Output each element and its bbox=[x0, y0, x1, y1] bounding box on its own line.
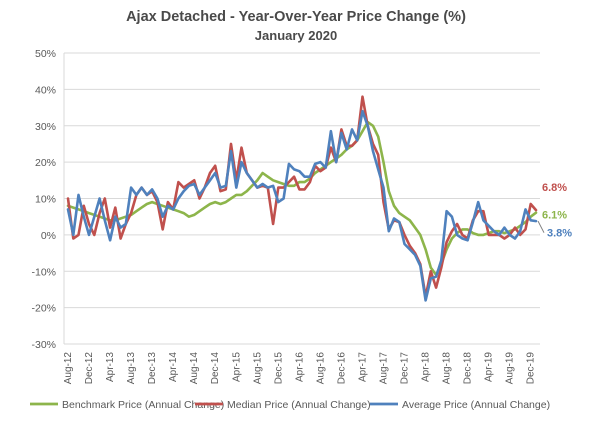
end-value-label: 6.1% bbox=[542, 210, 567, 222]
y-tick-label: -10% bbox=[31, 266, 56, 278]
plot-area bbox=[66, 95, 538, 302]
x-tick-label: Dec-15 bbox=[273, 352, 284, 385]
x-tick-label: Dec-12 bbox=[84, 352, 95, 385]
x-tick-label: Aug-16 bbox=[315, 352, 326, 385]
x-tick-label: Aug-13 bbox=[126, 352, 137, 385]
x-tick-label: Apr-18 bbox=[421, 352, 432, 382]
x-tick-label: Apr-13 bbox=[105, 352, 116, 382]
y-tick-label: 30% bbox=[35, 121, 56, 133]
gridlines bbox=[63, 52, 540, 345]
x-tick-label: Apr-17 bbox=[357, 352, 368, 382]
x-tick-label: Aug-15 bbox=[252, 352, 263, 385]
x-tick-label: Apr-19 bbox=[484, 352, 495, 382]
x-tick-label: Apr-15 bbox=[231, 352, 242, 382]
y-tick-label: -20% bbox=[31, 303, 56, 315]
legend-label: Average Price (Annual Change) bbox=[402, 399, 550, 411]
x-tick-label: Aug-12 bbox=[63, 352, 74, 385]
end-value-labels: 6.8% 6.1% 3.8% bbox=[537, 182, 572, 240]
x-tick-label: Dec-14 bbox=[210, 352, 221, 385]
x-tick-label: Dec-17 bbox=[400, 352, 411, 385]
x-tick-label: Dec-19 bbox=[526, 352, 537, 385]
x-tick-label: Dec-13 bbox=[147, 352, 158, 385]
x-tick-label: Aug-14 bbox=[189, 352, 200, 385]
x-tick-label: Aug-18 bbox=[442, 352, 453, 385]
y-tick-label: 20% bbox=[35, 157, 56, 169]
x-tick-label: Aug-17 bbox=[379, 352, 390, 385]
end-value-label: 6.8% bbox=[542, 182, 567, 194]
chart-title: Ajax Detached - Year-Over-Year Price Cha… bbox=[126, 9, 466, 25]
legend-label: Benchmark Price (Annual Change) bbox=[62, 399, 224, 411]
y-tick-label: 10% bbox=[35, 194, 56, 206]
y-tick-label: 50% bbox=[35, 48, 56, 60]
x-tick-label: Dec-18 bbox=[463, 352, 474, 385]
y-axis: 50% 40% 30% 20% 10% 0% -10% -20% -30% bbox=[31, 48, 56, 351]
x-tick-label: Dec-16 bbox=[336, 352, 347, 385]
end-value-label: 3.8% bbox=[547, 228, 572, 240]
chart-subtitle: January 2020 bbox=[255, 28, 337, 43]
legend-label: Median Price (Annual Change) bbox=[227, 399, 371, 411]
y-tick-label: 0% bbox=[41, 230, 56, 242]
series-line-2 bbox=[66, 109, 538, 302]
y-tick-label: -30% bbox=[31, 339, 56, 351]
series-line-0 bbox=[66, 120, 538, 277]
x-tick-label: Apr-16 bbox=[294, 352, 305, 382]
leader-line bbox=[537, 220, 545, 233]
x-axis: Aug-12 Dec-12 Apr-13 Aug-13 Dec-13 Apr-14 Aug-… bbox=[63, 352, 537, 385]
y-tick-label: 40% bbox=[35, 84, 56, 96]
x-tick-label: Aug-19 bbox=[505, 352, 516, 385]
x-tick-label: Apr-14 bbox=[168, 352, 179, 382]
legend: Benchmark Price (Annual Change) Median Pr… bbox=[30, 399, 550, 411]
